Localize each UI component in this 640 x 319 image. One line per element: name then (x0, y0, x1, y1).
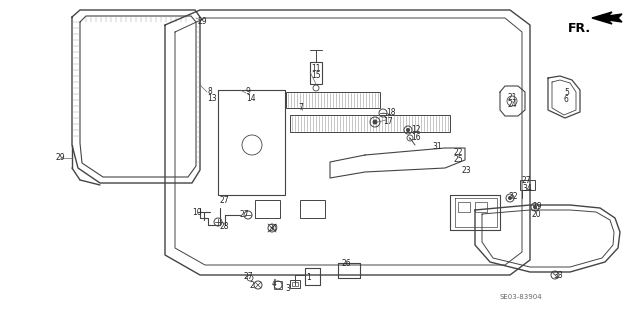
Text: 8: 8 (207, 87, 212, 96)
Bar (310, 62, 322, 84)
Text: 19: 19 (532, 202, 541, 211)
Circle shape (406, 129, 410, 131)
Polygon shape (592, 12, 622, 24)
Text: 12: 12 (411, 125, 420, 134)
Text: 24: 24 (508, 100, 518, 109)
Text: 31: 31 (432, 142, 442, 151)
Text: 20: 20 (532, 210, 541, 219)
Text: SE03-83904: SE03-83904 (500, 294, 543, 300)
Text: 3: 3 (285, 284, 290, 293)
Bar (290, 115, 450, 132)
Circle shape (373, 120, 377, 124)
Text: 28: 28 (220, 222, 230, 231)
Text: 4: 4 (272, 279, 277, 288)
Bar (290, 280, 300, 288)
Text: 14: 14 (246, 94, 255, 103)
Bar (274, 281, 282, 289)
Text: 33: 33 (553, 271, 563, 280)
Text: 6: 6 (564, 95, 569, 104)
Text: 7: 7 (298, 103, 303, 112)
Text: 16: 16 (411, 133, 420, 142)
Bar (475, 202, 487, 212)
Text: 29: 29 (197, 17, 207, 26)
Text: 15: 15 (311, 71, 321, 80)
Bar (292, 282, 298, 286)
Text: 22: 22 (453, 148, 463, 157)
Text: 32: 32 (508, 192, 518, 201)
Text: 30: 30 (268, 224, 278, 233)
Text: 13: 13 (207, 94, 216, 103)
Text: 10: 10 (192, 208, 202, 217)
Bar (300, 200, 325, 218)
Text: FR.: FR. (568, 22, 591, 35)
Bar (255, 200, 280, 218)
Circle shape (534, 205, 536, 209)
Text: 11: 11 (311, 64, 321, 73)
Text: 27: 27 (522, 176, 532, 185)
Text: 27: 27 (240, 210, 250, 219)
Circle shape (509, 197, 511, 199)
Text: 21: 21 (508, 93, 518, 102)
Text: 18: 18 (386, 108, 396, 117)
Text: 9: 9 (246, 87, 251, 96)
Text: 26: 26 (341, 259, 351, 268)
Text: 5: 5 (564, 88, 569, 97)
Text: 27: 27 (220, 196, 230, 205)
Bar (520, 180, 535, 190)
Text: 27: 27 (243, 272, 253, 281)
Text: 17: 17 (383, 117, 392, 126)
Text: 23: 23 (462, 166, 472, 175)
Bar (286, 92, 380, 108)
Text: 2: 2 (249, 281, 253, 290)
Text: 25: 25 (453, 155, 463, 164)
Text: 29: 29 (55, 153, 65, 162)
Text: 1: 1 (306, 273, 311, 282)
Bar (458, 202, 470, 212)
Text: 34: 34 (522, 184, 532, 193)
